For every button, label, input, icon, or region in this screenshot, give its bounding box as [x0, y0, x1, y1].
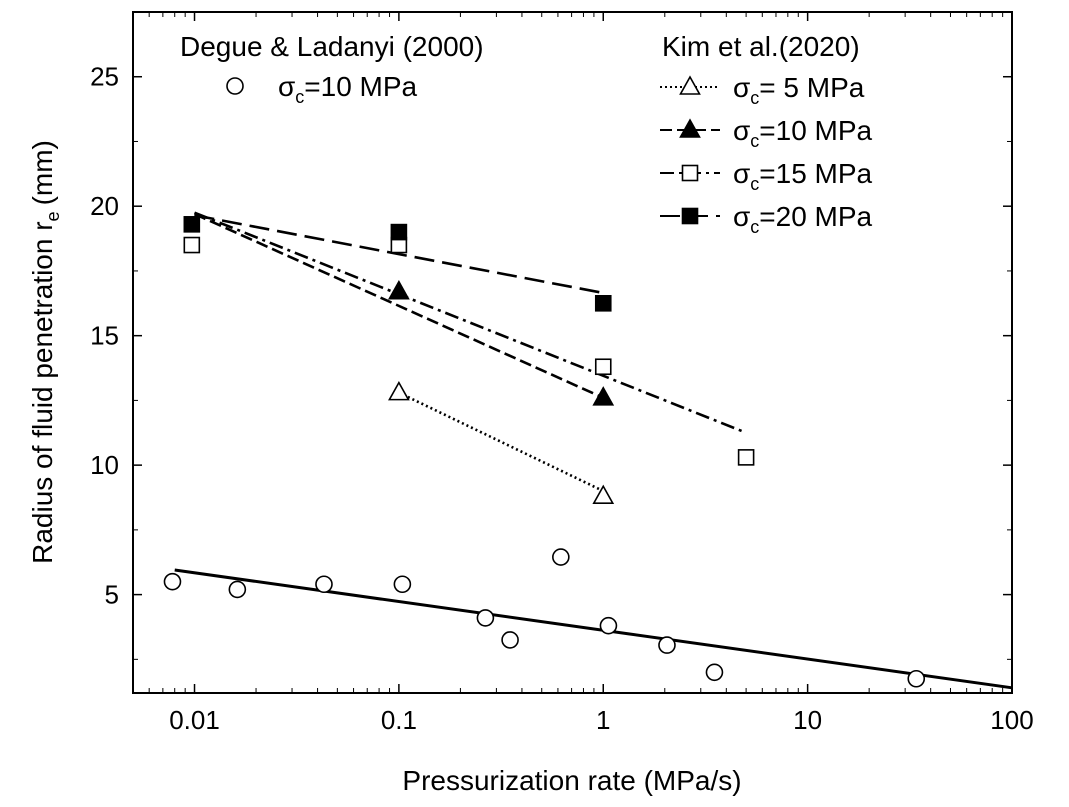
y-tick-label: 20 [90, 191, 119, 221]
legend-group-title: Degue & Ladanyi (2000) [180, 31, 484, 62]
legend-label: σc=10 MPa [278, 71, 418, 107]
data-point-series-0 [228, 580, 247, 599]
legend-marker [679, 118, 701, 138]
x-tick-label: 0.01 [169, 705, 220, 735]
y-tick-label: 15 [90, 321, 119, 351]
plot-frame [132, 11, 1013, 694]
data-point-series-4 [390, 223, 408, 241]
data-point-series-0 [315, 575, 333, 594]
fit-line-series-1 [398, 391, 604, 493]
legend-label: σc= 5 MPa [733, 72, 865, 108]
data-point-series-0 [907, 669, 926, 688]
ticks: 0.01 0.1 1 10 100 5 10 15 20 25 [90, 12, 1034, 735]
data-point-series-3 [737, 449, 755, 466]
fit-line-series-0 [174, 568, 1013, 690]
legend-marker [681, 164, 699, 182]
fit-lines [174, 211, 1013, 690]
fit-line-series-4 [194, 213, 604, 295]
y-axis-title-unit: (mm) [27, 140, 58, 205]
data-point-series-0 [552, 548, 570, 566]
x-tick-label: 10 [793, 705, 822, 735]
x-tick-label: 1 [596, 705, 610, 735]
legend-label: σc=20 MPa [733, 201, 873, 237]
data-markers [163, 216, 926, 688]
data-point-series-4 [183, 216, 201, 233]
y-tick-label: 25 [90, 62, 119, 92]
y-tick-label: 10 [90, 450, 119, 480]
data-point-series-0 [476, 609, 495, 627]
x-tick-label: 100 [990, 705, 1033, 735]
data-point-series-2 [388, 280, 410, 300]
fit-line-series-2 [193, 212, 604, 399]
data-point-series-4 [594, 295, 612, 312]
legend-label: σc=15 MPa [733, 158, 873, 194]
data-point-series-1 [388, 380, 410, 401]
data-point-series-3 [183, 236, 201, 254]
fit-line-series-3 [194, 211, 747, 434]
y-tick-label: 5 [105, 580, 119, 610]
y-axis-title-main: Radius of fluid penetration r [27, 221, 58, 563]
data-point-series-0 [393, 575, 412, 594]
data-point-series-0 [658, 636, 676, 654]
data-point-series-0 [501, 631, 519, 649]
legend: Degue & Ladanyi (2000) Kim et al.(2020) σc… [180, 31, 873, 237]
data-point-series-0 [705, 663, 724, 682]
legend-marker [681, 207, 699, 225]
data-point-series-0 [599, 616, 618, 635]
legend-marker [679, 75, 701, 95]
data-point-series-0 [163, 572, 182, 591]
y-axis-title-sub: e [43, 211, 63, 221]
x-tick-label: 0.1 [381, 705, 417, 735]
data-point-series-3 [594, 358, 612, 376]
data-point-series-2 [592, 386, 615, 406]
legend-group-title: Kim et al.(2020) [662, 31, 860, 62]
x-axis-title: Pressurization rate (MPa/s) [402, 765, 741, 796]
legend-label: σc=10 MPa [733, 115, 873, 151]
data-point-series-1 [592, 484, 615, 505]
legend-marker [226, 77, 244, 95]
y-axis-title: Radius of fluid penetration re (mm) [27, 140, 63, 564]
